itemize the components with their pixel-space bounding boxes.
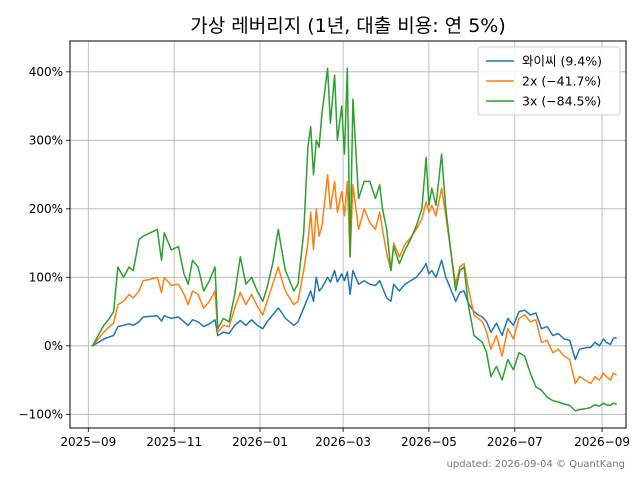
- footer-credit: updated: 2026-09-04 © QuantKang: [447, 459, 625, 470]
- x-tick-label: 2026−03: [315, 435, 371, 449]
- plot-frame: [69, 40, 627, 429]
- series-lines: [91, 67, 617, 412]
- y-tick-label: 100%: [29, 270, 63, 284]
- x-tick-label: 2025−09: [60, 435, 116, 449]
- y-tick-label: 400%: [29, 65, 63, 79]
- y-tick-label: 0%: [44, 339, 63, 353]
- chart-title: 가상 레버리지 (1년, 대출 비용: 연 5%): [190, 15, 506, 37]
- x-tick-label: 2026−01: [232, 435, 288, 449]
- legend-label: 3x (−84.5%): [522, 94, 601, 109]
- series-line-3: [91, 67, 617, 412]
- y-tick-label: 300%: [29, 133, 63, 147]
- series-line-2: [91, 173, 617, 385]
- legend-label: 와이씨 (9.4%): [522, 54, 602, 69]
- legend-label: 2x (−41.7%): [522, 74, 601, 89]
- series-line-1: [91, 259, 617, 361]
- y-tick-label: 200%: [29, 202, 63, 216]
- axes: 2025−09 2025−11 2026−01 2026−03 2026−05 2026−…: [19, 65, 630, 449]
- x-tick-label: 2026−07: [487, 435, 543, 449]
- legend-box: [477, 46, 621, 116]
- x-tick-label: 2025−11: [146, 435, 202, 449]
- x-tick-label: 2026−09: [574, 435, 630, 449]
- y-tick-label: −100%: [19, 407, 63, 421]
- x-tick-label: 2026−05: [401, 435, 457, 449]
- legend: 와이씨 (9.4%) 2x (−41.7%) 3x (−84.5%): [477, 46, 621, 116]
